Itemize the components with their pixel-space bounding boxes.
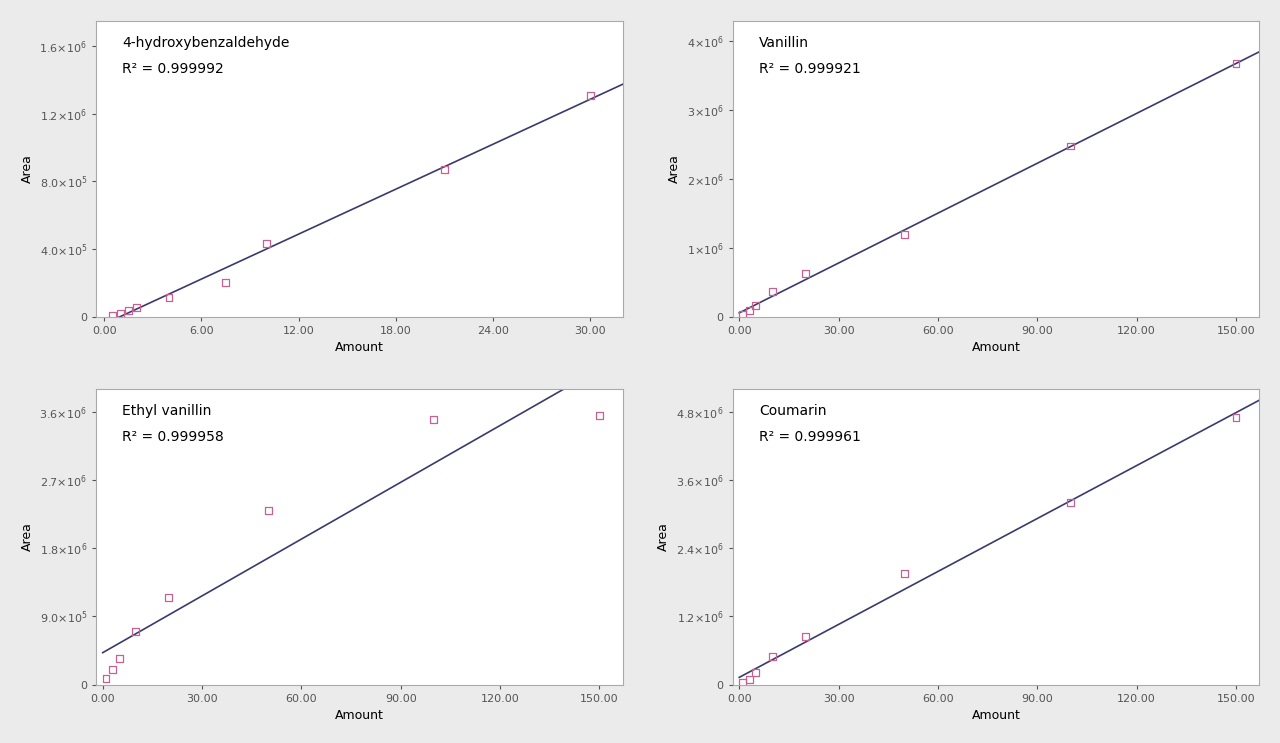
X-axis label: Amount: Amount bbox=[972, 341, 1020, 354]
Point bbox=[256, 238, 276, 250]
X-axis label: Amount: Amount bbox=[335, 341, 384, 354]
Y-axis label: Area: Area bbox=[668, 155, 681, 183]
Point bbox=[739, 305, 759, 317]
Point bbox=[762, 286, 782, 298]
Point bbox=[1226, 57, 1247, 69]
Text: Vanillin: Vanillin bbox=[759, 36, 809, 50]
Point bbox=[102, 309, 123, 321]
Point bbox=[732, 308, 753, 320]
X-axis label: Amount: Amount bbox=[335, 709, 384, 722]
Point bbox=[424, 413, 444, 425]
Point bbox=[745, 299, 765, 311]
Point bbox=[1226, 412, 1247, 424]
Text: 4-hydroxybenzaldehyde: 4-hydroxybenzaldehyde bbox=[123, 36, 289, 50]
Point bbox=[96, 672, 116, 684]
Point bbox=[159, 591, 179, 603]
Y-axis label: Area: Area bbox=[20, 522, 33, 551]
Text: Coumarin: Coumarin bbox=[759, 403, 827, 418]
Point bbox=[434, 163, 454, 175]
Text: Ethyl vanillin: Ethyl vanillin bbox=[123, 403, 211, 418]
Point bbox=[795, 268, 815, 280]
Point bbox=[732, 677, 753, 689]
X-axis label: Amount: Amount bbox=[972, 709, 1020, 722]
Point bbox=[795, 630, 815, 642]
Point bbox=[125, 626, 146, 637]
Text: R² = 0.999921: R² = 0.999921 bbox=[759, 62, 860, 77]
Point bbox=[215, 277, 236, 289]
Point bbox=[895, 568, 915, 580]
Point bbox=[1060, 140, 1080, 152]
Text: R² = 0.999961: R² = 0.999961 bbox=[759, 430, 860, 444]
Point bbox=[589, 409, 609, 421]
Point bbox=[1060, 496, 1080, 508]
Point bbox=[127, 302, 147, 314]
Point bbox=[762, 650, 782, 662]
Point bbox=[118, 305, 138, 317]
Y-axis label: Area: Area bbox=[658, 522, 671, 551]
Point bbox=[110, 308, 131, 319]
Point bbox=[109, 652, 129, 664]
Point bbox=[739, 673, 759, 685]
Point bbox=[259, 504, 279, 516]
Point bbox=[102, 663, 123, 675]
Point bbox=[159, 292, 179, 304]
Y-axis label: Area: Area bbox=[20, 155, 33, 183]
Text: R² = 0.999992: R² = 0.999992 bbox=[123, 62, 224, 77]
Point bbox=[895, 228, 915, 240]
Point bbox=[745, 666, 765, 678]
Text: R² = 0.999958: R² = 0.999958 bbox=[123, 430, 224, 444]
Point bbox=[580, 89, 600, 101]
